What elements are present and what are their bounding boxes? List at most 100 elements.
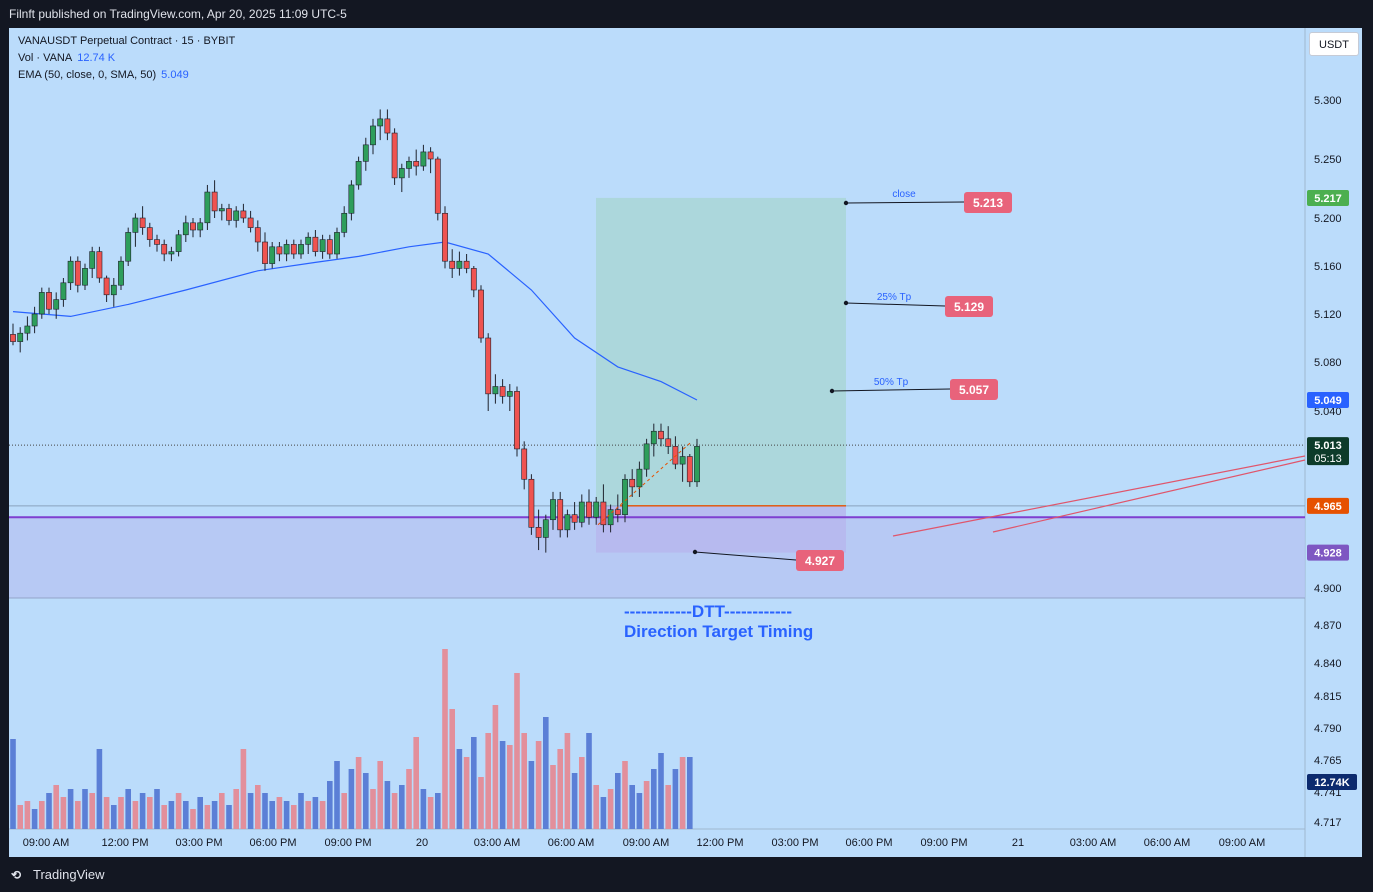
- target-label-value: 5.213: [973, 196, 1003, 210]
- volume-bar: [586, 733, 592, 829]
- candle-body: [154, 239, 160, 245]
- volume-bar: [139, 793, 146, 829]
- candle-body: [406, 161, 412, 169]
- volume-bar: [211, 801, 218, 829]
- volume-bar: [276, 797, 283, 829]
- candle-body: [276, 246, 283, 255]
- volume-bar: [622, 761, 628, 829]
- candle-body: [521, 448, 528, 480]
- candle-body: [89, 251, 96, 269]
- time-tick-label: 06:00 AM: [548, 837, 594, 849]
- volume-bar: [672, 769, 679, 829]
- volume-study-value: 12.74 K: [77, 52, 116, 64]
- legend-ema[interactable]: EMA (50, close, 0, SMA, 50) 5.049: [18, 69, 189, 81]
- target-label-value: 5.057: [959, 383, 989, 397]
- candle-body: [362, 144, 369, 162]
- candle-body: [485, 337, 492, 395]
- tradingview-brand[interactable]: TradingView: [33, 867, 105, 882]
- candle-body: [564, 514, 571, 531]
- candle-body: [658, 430, 664, 440]
- volume-bar: [413, 737, 419, 829]
- volume-bar: [82, 789, 88, 829]
- candle-body: [600, 501, 607, 526]
- volume-bar: [391, 793, 398, 829]
- volume-bar: [593, 785, 599, 829]
- candle-body: [197, 222, 204, 231]
- volume-bar: [262, 793, 268, 829]
- trend-line-2: [992, 459, 1306, 533]
- currency-button[interactable]: USDT: [1309, 32, 1359, 56]
- price-tick-label: 5.160: [1314, 261, 1342, 273]
- price-axis-label: [1307, 544, 1349, 561]
- candle-body: [643, 443, 650, 470]
- candle-body: [168, 251, 175, 255]
- volume-bar: [327, 781, 333, 829]
- volume-bar: [629, 785, 635, 829]
- volume-bar: [175, 793, 182, 829]
- price-axis-label: [1307, 437, 1349, 466]
- price-tick-label: 5.120: [1314, 309, 1342, 321]
- volume-axis-label: [1307, 774, 1357, 790]
- volume-bar: [197, 797, 203, 829]
- legend-symbol[interactable]: VANAUSDT Perpetual Contract · 15 · BYBIT: [18, 35, 235, 47]
- target-label-box: [964, 192, 1012, 213]
- candle-body: [74, 260, 81, 286]
- symbol-title: VANAUSDT Perpetual Contract · 15 · BYBIT: [18, 35, 236, 47]
- candle-body: [384, 118, 391, 134]
- candle-body: [586, 501, 592, 518]
- candle-body: [175, 234, 182, 252]
- time-tick-label: 03:00 PM: [175, 837, 222, 849]
- legend-volume[interactable]: Vol · VANA 12.74 K: [18, 52, 115, 64]
- volume-bar: [420, 789, 427, 829]
- time-tick-label: 09:00 AM: [623, 837, 669, 849]
- time-tick-label: 03:00 AM: [474, 837, 520, 849]
- candle-body: [96, 251, 103, 279]
- candle-body: [67, 260, 74, 284]
- candle-body: [578, 501, 585, 523]
- volume-bar: [478, 777, 484, 829]
- volume-bar: [31, 809, 38, 829]
- time-tick-label: 03:00 PM: [771, 837, 818, 849]
- volume-bar: [46, 793, 52, 829]
- volume-bar: [485, 733, 491, 829]
- price-tick-label: 4.900: [1314, 583, 1342, 595]
- price-tick-label: 4.765: [1314, 755, 1342, 767]
- volume-bar: [111, 805, 117, 829]
- candle-body: [434, 158, 441, 214]
- price-tick-label: 5.250: [1314, 154, 1342, 166]
- time-tick-label: 09:00 PM: [324, 837, 371, 849]
- candle-body: [262, 241, 268, 264]
- candle-body: [182, 222, 189, 236]
- candle-body: [38, 292, 45, 315]
- candle-body: [53, 299, 60, 310]
- candle-body: [240, 210, 247, 219]
- volume-bar: [125, 789, 131, 829]
- time-tick-label: 06:00 PM: [249, 837, 296, 849]
- candle-body: [535, 527, 542, 538]
- candle-body: [593, 501, 600, 518]
- volume-bar: [535, 741, 542, 829]
- volume-bar: [370, 789, 376, 829]
- candle-body: [305, 236, 312, 245]
- candle-body: [470, 268, 477, 291]
- volume-bar: [499, 741, 506, 829]
- candle-body: [204, 191, 211, 224]
- position-profit-zone: [596, 197, 846, 506]
- price-tick-label: 4.870: [1314, 620, 1342, 632]
- candle-body: [211, 191, 218, 212]
- time-tick-label: 03:00 AM: [1070, 837, 1116, 849]
- candle-body: [650, 430, 657, 445]
- candle-body: [413, 161, 420, 167]
- price-tick-label: 5.300: [1314, 95, 1342, 107]
- candle-body: [132, 217, 139, 233]
- volume-bar: [132, 801, 139, 829]
- volume-bar: [643, 781, 650, 829]
- volume-bar: [463, 757, 470, 829]
- candle-body: [665, 438, 672, 447]
- candle-body: [334, 232, 340, 255]
- volume-bar: [319, 801, 326, 829]
- candle-body: [125, 232, 132, 262]
- volume-bar: [651, 769, 657, 829]
- candle-body: [398, 168, 405, 179]
